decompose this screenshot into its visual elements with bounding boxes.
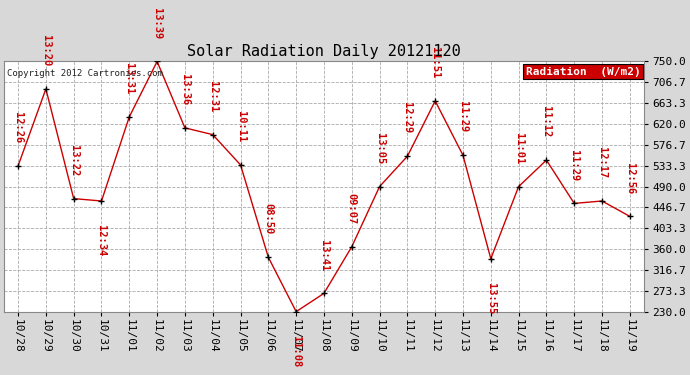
Text: Copyright 2012 Cartronics.com: Copyright 2012 Cartronics.com (8, 69, 164, 78)
Text: 13:41: 13:41 (319, 240, 329, 271)
Text: 09:07: 09:07 (347, 193, 357, 224)
Text: 13:39: 13:39 (152, 8, 162, 39)
Text: 11:12: 11:12 (542, 106, 551, 138)
Text: 12:31: 12:31 (208, 81, 218, 112)
Text: 13:31: 13:31 (124, 63, 135, 94)
Text: 13:55: 13:55 (486, 283, 496, 314)
Text: 11:29: 11:29 (569, 150, 579, 181)
Text: 13:36: 13:36 (180, 74, 190, 105)
Text: 12:56: 12:56 (625, 162, 635, 194)
Text: 13:20: 13:20 (41, 35, 51, 66)
Text: 11:51: 11:51 (430, 47, 440, 78)
Text: 10:11: 10:11 (235, 111, 246, 142)
Text: 11:29: 11:29 (458, 102, 468, 133)
Text: 11:01: 11:01 (513, 133, 524, 164)
Title: Solar Radiation Daily 20121120: Solar Radiation Daily 20121120 (187, 44, 461, 59)
Text: 12:29: 12:29 (402, 102, 413, 134)
Text: 08:50: 08:50 (264, 204, 273, 235)
Text: 12:26: 12:26 (13, 112, 23, 143)
Text: 12:34: 12:34 (97, 225, 106, 256)
Text: 12:17: 12:17 (597, 147, 607, 178)
Text: 13:05: 13:05 (375, 133, 384, 164)
Text: Radiation  (W/m2): Radiation (W/m2) (526, 66, 640, 76)
Text: 11:08: 11:08 (291, 336, 301, 367)
Text: 13:22: 13:22 (69, 145, 79, 176)
